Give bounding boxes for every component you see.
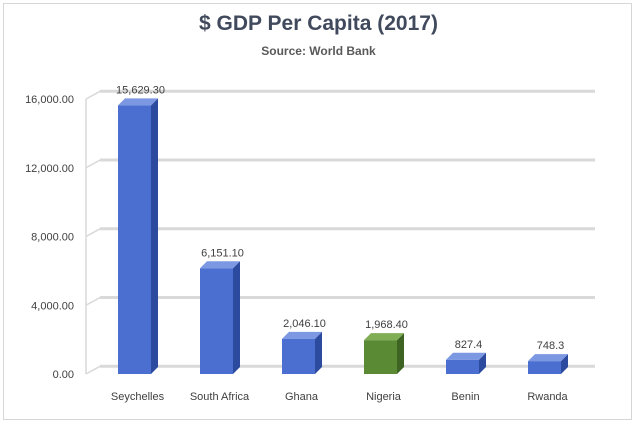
gridline-floor-edge	[85, 296, 101, 306]
bar-side	[151, 98, 158, 375]
y-tick-label: 4,000.00	[31, 300, 74, 312]
labels: 15,629.30 Seychelles 6,151.10 South Africa 2…	[111, 84, 569, 403]
bar-seychelles	[118, 98, 158, 375]
bar-top	[364, 333, 404, 341]
bar-side	[479, 352, 486, 374]
bar-front	[200, 268, 233, 374]
gridline-floor-edge	[85, 365, 101, 375]
data-label: 6,151.10	[201, 247, 244, 259]
x-tick-label: Rwanda	[527, 391, 568, 403]
data-label: 748.3	[537, 340, 565, 352]
bar-top	[282, 331, 322, 339]
bars	[118, 98, 568, 375]
bar-south-africa	[200, 261, 240, 374]
gridlines	[85, 89, 595, 375]
bar-side	[561, 354, 568, 374]
x-tick-label: South Africa	[190, 391, 250, 403]
x-tick-label: Seychelles	[111, 391, 165, 403]
bar-front	[364, 340, 397, 374]
bar-side	[397, 333, 404, 374]
bar-nigeria	[364, 333, 404, 374]
y-tick-label: 16,000.00	[25, 94, 74, 106]
y-tick-label: 8,000.00	[31, 232, 74, 244]
chart-subtitle: Source: World Bank	[261, 44, 376, 58]
gridline-floor-edge	[85, 90, 101, 100]
bar-front	[118, 105, 151, 375]
data-label: 15,629.30	[116, 84, 165, 96]
bar-side	[233, 261, 240, 374]
bar-front	[282, 338, 315, 374]
bar-top	[118, 98, 158, 106]
gridline-floor-edge	[85, 228, 101, 238]
y-axis: 0.00 4,000.00 8,000.00 12,000.00 16,000.00	[25, 94, 74, 381]
bar-benin	[446, 352, 486, 374]
gridline-floor-edge	[85, 159, 101, 169]
chart-title: $ GDP Per Capita (2017)	[199, 12, 438, 35]
bar-front	[528, 361, 561, 374]
x-tick-label: Benin	[451, 391, 479, 403]
bar-ghana	[282, 331, 322, 374]
bar-top	[200, 261, 240, 269]
x-tick-label: Nigeria	[366, 391, 402, 403]
data-label: 1,968.40	[365, 319, 408, 331]
bar-front	[446, 359, 479, 374]
bar-rwanda	[528, 354, 568, 374]
y-tick-label: 0.00	[53, 369, 74, 381]
data-label: 827.4	[455, 339, 483, 351]
x-tick-label: Ghana	[285, 391, 319, 403]
bar-top	[528, 354, 568, 362]
bar-top	[446, 352, 486, 360]
y-tick-label: 12,000.00	[25, 163, 74, 175]
bar-side	[315, 331, 322, 374]
data-label: 2,046.10	[283, 318, 326, 330]
